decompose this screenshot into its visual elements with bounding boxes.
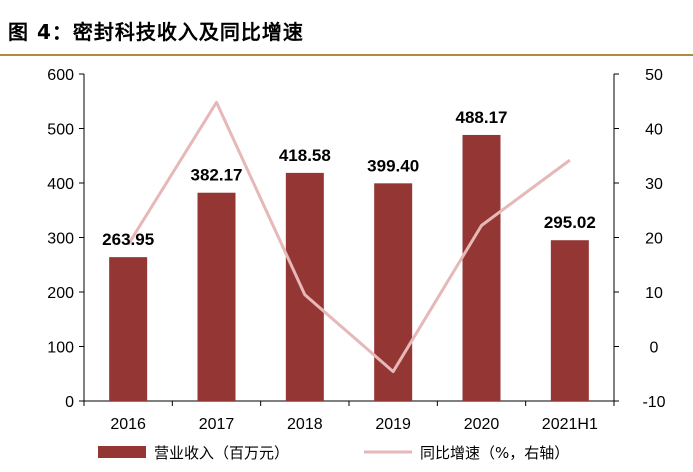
x-tick-label: 2016 [110, 416, 146, 433]
legend-line-label: 同比增速（%，右轴） [420, 444, 569, 462]
revenue-bar-value-label: 295.02 [544, 213, 596, 232]
revenue-bar [285, 172, 324, 401]
revenue-bar [197, 192, 236, 401]
legend-bar-label: 营业收入（百万元） [154, 444, 289, 462]
revenue-bar-value-label: 382.17 [191, 166, 243, 185]
revenue-bar [462, 134, 501, 401]
left-tick-label: 300 [47, 231, 74, 248]
x-tick-label: 2019 [375, 416, 411, 433]
bar-series [109, 134, 589, 401]
x-tick-label: 2018 [287, 416, 323, 433]
x-tick-label: 2020 [464, 416, 500, 433]
left-tick-label: 200 [47, 285, 74, 302]
right-tick-label: -10 [642, 394, 665, 411]
chart-legend: 营业收入（百万元） 同比增速（%，右轴） [98, 444, 569, 462]
right-tick-label: 20 [645, 231, 663, 248]
data-labels: 263.95 382.17 418.58 399.40 488.17 295.02 [102, 108, 596, 249]
x-tick-label: 2021H1 [542, 416, 598, 433]
left-tick-label: 400 [47, 176, 74, 193]
revenue-bar [550, 240, 589, 401]
right-tick-label: 50 [645, 67, 663, 84]
revenue-bar-value-label: 399.40 [367, 156, 419, 175]
left-tick-label: 600 [47, 67, 74, 84]
chart-axes: 0 100 200 300 400 500 600 -10 0 10 20 30 40 50 2016 201… [47, 67, 665, 433]
x-tick-label: 2017 [199, 416, 235, 433]
left-tick-label: 100 [47, 340, 74, 357]
title-divider [0, 54, 693, 56]
right-tick-label: 0 [650, 340, 659, 357]
revenue-bar [109, 257, 148, 401]
revenue-bar-value-label: 488.17 [456, 108, 508, 127]
growth-rate-line [126, 100, 571, 374]
left-tick-label: 500 [47, 122, 74, 139]
right-tick-label: 30 [645, 176, 663, 193]
line-series [126, 100, 571, 374]
legend-bar-swatch [98, 446, 146, 458]
revenue-bar-value-label: 263.95 [102, 230, 154, 249]
revenue-bar [374, 183, 413, 401]
right-tick-label: 10 [645, 285, 663, 302]
revenue-bar-value-label: 418.58 [279, 146, 331, 165]
left-tick-label: 0 [65, 394, 74, 411]
right-tick-label: 40 [645, 122, 663, 139]
figure-title: 图 4：密封科技收入及同比增速 [8, 20, 304, 44]
